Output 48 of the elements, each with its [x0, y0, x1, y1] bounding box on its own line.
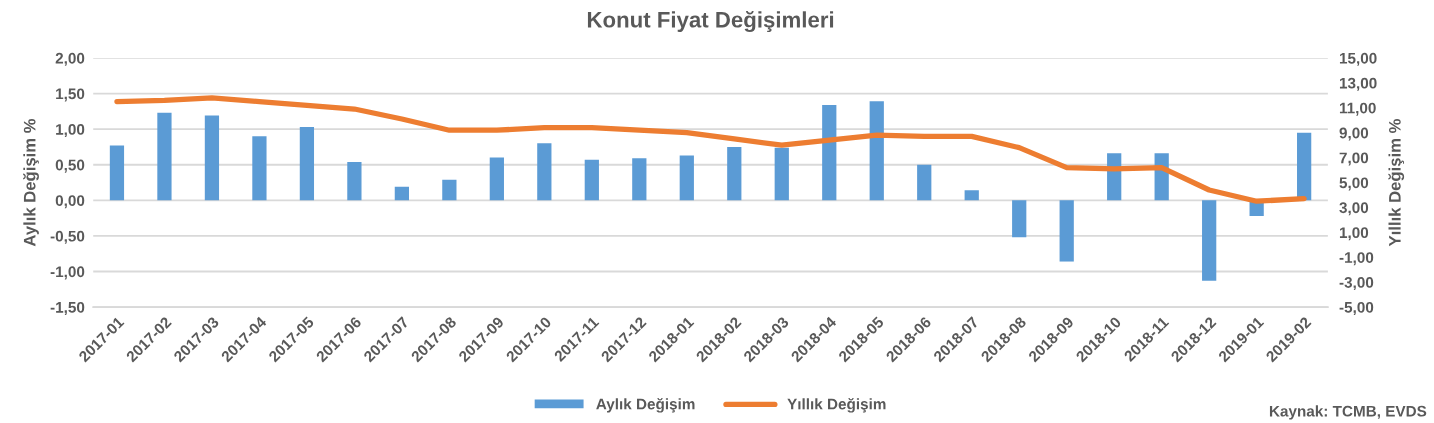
y-tick-label: 1,00 — [56, 124, 85, 138]
bar — [1202, 200, 1217, 281]
y2-tick-label: 5,00 — [1339, 177, 1369, 191]
bar — [157, 112, 172, 201]
bar — [727, 146, 742, 201]
bar — [299, 127, 315, 201]
y2-axis-title: Yıllık Değişim % — [1388, 119, 1405, 247]
bar — [347, 161, 362, 201]
bar — [584, 159, 599, 201]
bar — [917, 164, 932, 201]
text: Kaynak: TCMB, EVDS — [1269, 405, 1427, 420]
bar — [252, 136, 267, 201]
y2-tick-label: 7,00 — [1339, 152, 1369, 166]
y2-tick-label: 1,00 — [1339, 227, 1369, 241]
y2-tick-label: 15,00 — [1339, 52, 1377, 66]
bar — [964, 190, 979, 201]
y2-tick-label: -1,00 — [1339, 252, 1374, 266]
y-tick-label: 2,00 — [55, 52, 85, 66]
y-tick-label: -0,50 — [50, 230, 85, 244]
y2-tick-label: 11,00 — [1339, 102, 1376, 116]
bar — [489, 157, 504, 201]
y-tick-label: 0,00 — [55, 195, 85, 209]
bar — [442, 179, 457, 201]
y-tick-label: -1,50 — [50, 301, 85, 315]
bar — [679, 155, 694, 201]
bar — [1297, 132, 1312, 201]
bar — [109, 145, 125, 201]
bar — [394, 186, 409, 201]
y2-tick-label: -5,00 — [1339, 301, 1374, 315]
bar — [1012, 200, 1027, 238]
y2-tick-label: 9,00 — [1339, 127, 1369, 141]
y2-tick-label: -3,00 — [1339, 277, 1374, 291]
bar — [204, 115, 220, 201]
y2-tick-label: 13,00 — [1339, 77, 1377, 91]
y-tick-label: 0,50 — [55, 159, 85, 173]
bar — [774, 147, 789, 201]
chart-title: Konut Fiyat Değişimleri — [587, 11, 834, 33]
bar — [537, 143, 552, 201]
bar — [1059, 200, 1074, 262]
y-tick-label: 1,50 — [56, 88, 85, 102]
y-tick-label: -1,00 — [50, 266, 85, 280]
y2-tick-label: 3,00 — [1339, 202, 1369, 216]
legend-label: Yıllık Değişim — [787, 398, 886, 413]
legend-label: Aylık Değişim — [596, 398, 695, 413]
bar — [632, 158, 647, 201]
y-axis-title: Aylık Değişim % — [23, 118, 39, 247]
bar — [822, 104, 837, 201]
bar — [869, 101, 884, 201]
